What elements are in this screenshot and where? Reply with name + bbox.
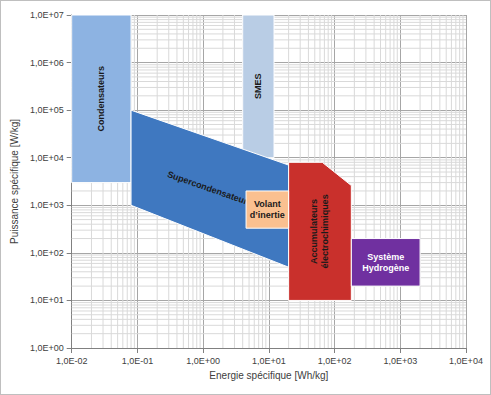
svg-text:1,0E-01: 1,0E-01 — [122, 356, 154, 366]
svg-text:Accumulateurs: Accumulateurs — [309, 199, 319, 264]
svg-text:Système: Système — [367, 252, 404, 262]
svg-text:électrochimiques: électrochimiques — [320, 194, 330, 268]
svg-text:Hydrogène: Hydrogène — [362, 263, 409, 273]
svg-text:1,0E+00: 1,0E+00 — [30, 343, 64, 353]
svg-text:Puissance spécifique [W/kg]: Puissance spécifique [W/kg] — [9, 119, 20, 244]
svg-text:1,0E+04: 1,0E+04 — [449, 356, 483, 366]
svg-text:Supercondensateurs: Supercondensateurs — [166, 169, 254, 208]
svg-text:1,0E+01: 1,0E+01 — [252, 356, 286, 366]
svg-text:Volant: Volant — [254, 199, 281, 209]
svg-text:d’inertie: d’inertie — [250, 210, 285, 220]
svg-text:Condensateurs: Condensateurs — [96, 66, 106, 132]
svg-text:1,0E-02: 1,0E-02 — [56, 356, 88, 366]
svg-text:SMES: SMES — [253, 74, 263, 100]
svg-text:Energie spécifique [Wh/kg]: Energie spécifique [Wh/kg] — [209, 370, 328, 381]
svg-text:1,0E+00: 1,0E+00 — [186, 356, 220, 366]
svg-text:1,0E+02: 1,0E+02 — [318, 356, 352, 366]
svg-text:1,0E+03: 1,0E+03 — [383, 356, 417, 366]
svg-text:1,0E+03: 1,0E+03 — [30, 200, 64, 210]
svg-text:1,0E+05: 1,0E+05 — [30, 105, 64, 115]
svg-text:1,0E+02: 1,0E+02 — [30, 248, 64, 258]
svg-text:1,0E+04: 1,0E+04 — [30, 153, 64, 163]
svg-text:1,0E+07: 1,0E+07 — [30, 10, 64, 20]
svg-text:1,0E+06: 1,0E+06 — [30, 58, 64, 68]
svg-text:1,0E+01: 1,0E+01 — [30, 295, 64, 305]
